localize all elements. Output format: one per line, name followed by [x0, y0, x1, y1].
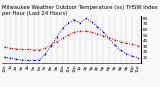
- Text: Milwaukee Weather Outdoor Temperature (vs) THSW Index per Hour (Last 24 Hours): Milwaukee Weather Outdoor Temperature (v…: [2, 5, 157, 16]
